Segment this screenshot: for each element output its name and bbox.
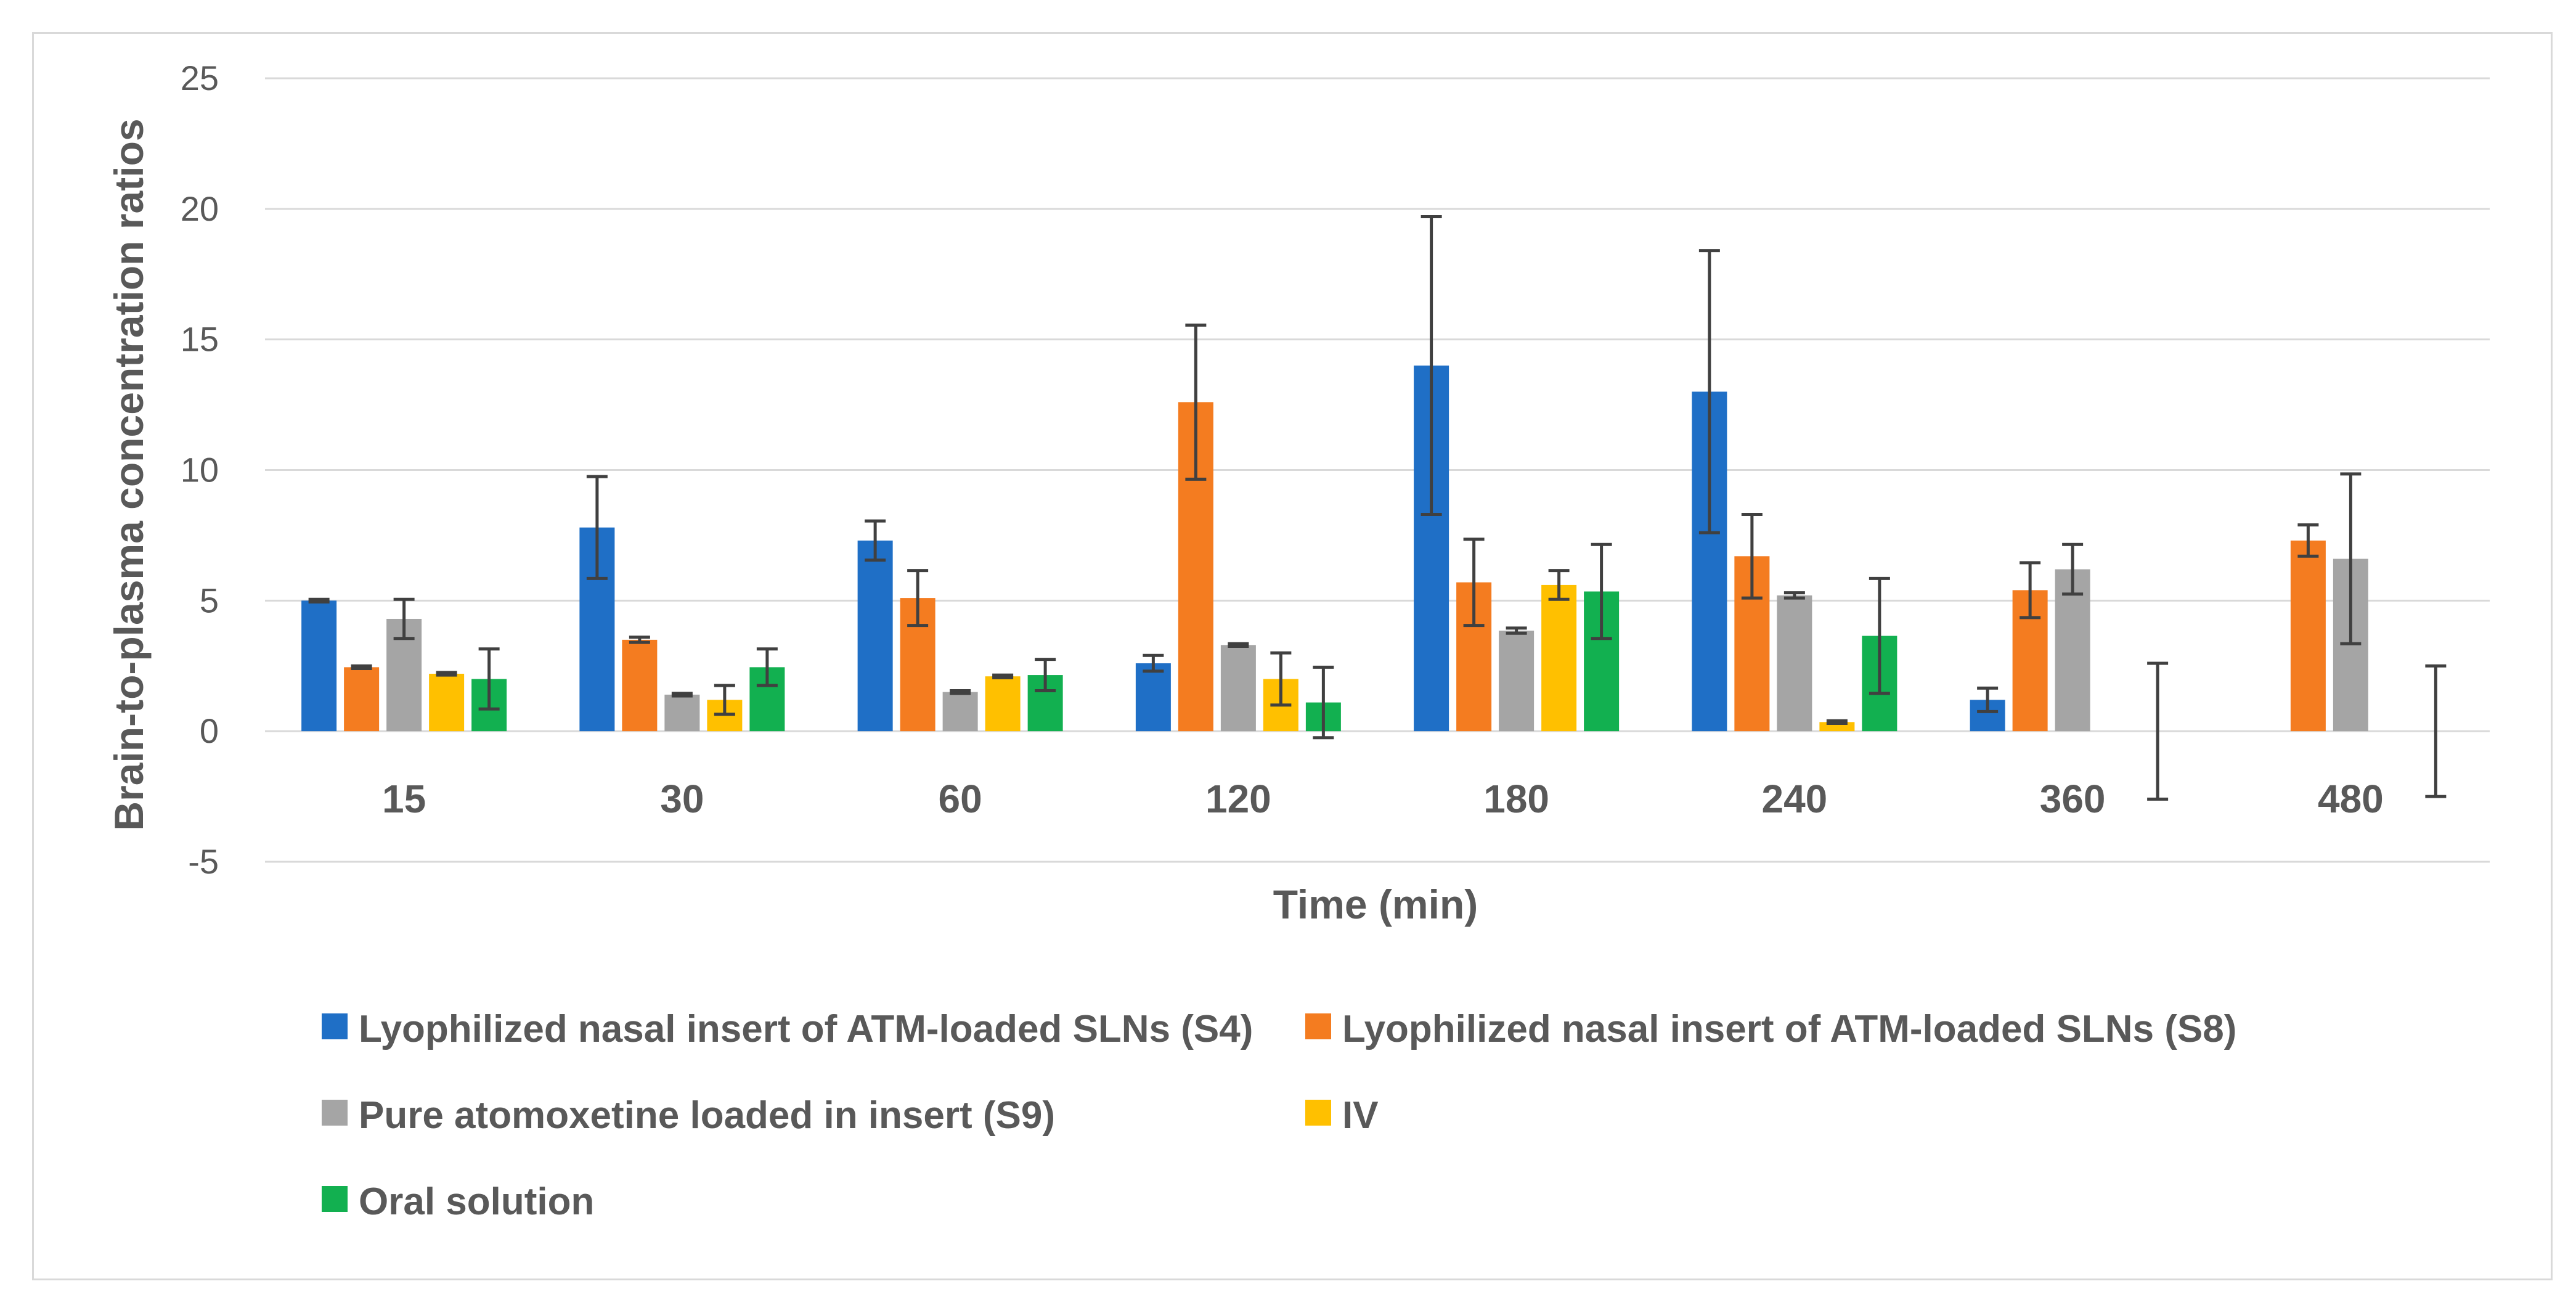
bar-120-series-1 bbox=[1136, 663, 1171, 731]
legend-swatch bbox=[1305, 1100, 1331, 1126]
legend-label: IV bbox=[1342, 1094, 1379, 1137]
error-bar-60-series-4 bbox=[992, 675, 1013, 677]
y-axis-title: Brain-to-plasma concentration ratios bbox=[106, 118, 152, 830]
legend-swatch bbox=[1305, 1013, 1331, 1039]
bar-30-series-2 bbox=[622, 640, 657, 731]
legend-label: Oral solution bbox=[359, 1180, 594, 1223]
y-axis-ticks: 25 20 15 10 5 0 -5 bbox=[181, 59, 219, 881]
x-tick-label-60: 60 bbox=[939, 777, 982, 821]
x-tick-label-30: 30 bbox=[660, 777, 704, 821]
bar-60-series-1 bbox=[858, 541, 893, 731]
bar-180-series-3 bbox=[1499, 631, 1534, 731]
x-axis-title: Time (min) bbox=[1273, 882, 1478, 927]
x-tick-label-360: 360 bbox=[2040, 777, 2106, 821]
x-tick-label-180: 180 bbox=[1483, 777, 1549, 821]
legend-item-4: IV bbox=[1305, 1094, 1379, 1137]
error-bar-60-series-3 bbox=[950, 690, 971, 693]
y-tick-label: 25 bbox=[181, 59, 219, 97]
legend-item-2: Lyophilized nasal insert of ATM-loaded S… bbox=[1305, 1008, 2236, 1050]
bar-60-series-3 bbox=[943, 692, 978, 732]
error-bar-240-series-4 bbox=[1827, 721, 1848, 723]
legend-swatch bbox=[322, 1186, 348, 1212]
bar-15-series-1 bbox=[301, 600, 336, 731]
bar-240-series-3 bbox=[1777, 595, 1812, 731]
y-tick-label: 20 bbox=[181, 189, 219, 228]
x-tick-label-120: 120 bbox=[1205, 777, 1271, 821]
legend-item-5: Oral solution bbox=[322, 1180, 594, 1223]
bar-60-series-4 bbox=[985, 676, 1021, 731]
legend-swatch bbox=[322, 1100, 348, 1126]
bar-30-series-3 bbox=[664, 695, 699, 731]
legend-swatch bbox=[322, 1013, 348, 1039]
bar-15-series-2 bbox=[344, 667, 379, 731]
legend-label: Pure atomoxetine loaded in insert (S9) bbox=[359, 1094, 1055, 1137]
x-axis-categories: 15 30 60 120 180 240 360 480 bbox=[382, 777, 2384, 821]
bar-120-series-3 bbox=[1221, 645, 1256, 731]
y-tick-label: -5 bbox=[188, 842, 219, 881]
legend-item-3: Pure atomoxetine loaded in insert (S9) bbox=[322, 1094, 1055, 1137]
bar-480-series-2 bbox=[2291, 541, 2326, 731]
gridlines bbox=[265, 78, 2490, 862]
bars bbox=[301, 366, 2368, 731]
legend-label: Lyophilized nasal insert of ATM-loaded S… bbox=[359, 1008, 1253, 1050]
bar-180-series-4 bbox=[1541, 585, 1576, 731]
error-bar-120-series-3 bbox=[1228, 644, 1249, 646]
x-tick-label-480: 480 bbox=[2318, 777, 2384, 821]
error-bar-15-series-1 bbox=[309, 599, 330, 602]
y-tick-label: 5 bbox=[200, 581, 219, 620]
legend-item-1: Lyophilized nasal insert of ATM-loaded S… bbox=[322, 1008, 1253, 1050]
legend: Lyophilized nasal insert of ATM-loaded S… bbox=[322, 1008, 2236, 1223]
legend-label: Lyophilized nasal insert of ATM-loaded S… bbox=[1342, 1008, 2236, 1050]
x-tick-label-15: 15 bbox=[382, 777, 426, 821]
error-bar-30-series-3 bbox=[672, 693, 693, 696]
error-bar-15-series-4 bbox=[436, 673, 457, 675]
y-tick-label: 0 bbox=[200, 711, 219, 750]
bar-chart: 25 20 15 10 5 0 -5 15 30 60 120 180 240 360 480 Time … bbox=[0, 0, 2576, 1305]
x-tick-label-240: 240 bbox=[1761, 777, 1827, 821]
y-tick-label: 10 bbox=[181, 451, 219, 489]
y-tick-label: 15 bbox=[181, 320, 219, 359]
error-bar-15-series-2 bbox=[351, 666, 372, 668]
bar-15-series-4 bbox=[429, 674, 464, 731]
